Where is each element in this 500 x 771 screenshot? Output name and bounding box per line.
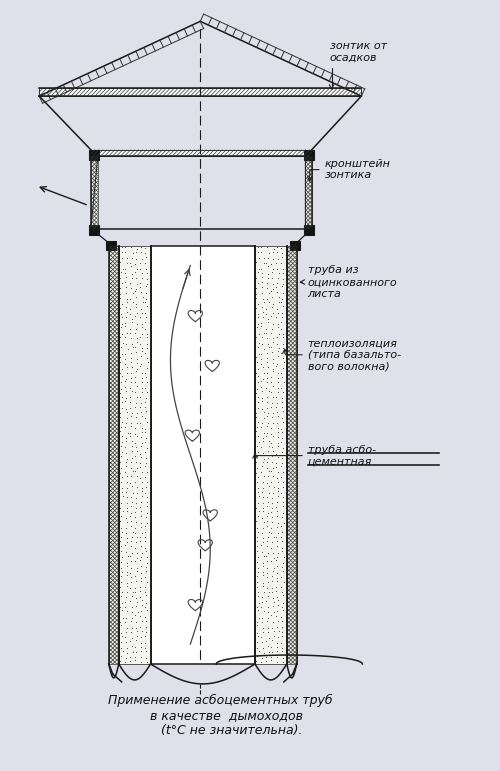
Bar — [109, 245, 118, 664]
Text: кронштейн
зонтика: кронштейн зонтика — [308, 159, 390, 181]
Bar — [106, 241, 116, 251]
Text: зонтик от
осадков: зонтик от осадков — [330, 41, 386, 89]
Bar — [150, 245, 255, 664]
Bar — [89, 150, 99, 160]
Bar — [287, 245, 296, 664]
Bar — [304, 150, 314, 160]
Text: Применение асбоцементных труб
   в качестве  дымоходов
      (t°С не значительна: Применение асбоцементных труб в качестве… — [108, 694, 332, 737]
Bar — [39, 88, 362, 96]
Bar — [118, 245, 150, 664]
Bar — [304, 224, 314, 234]
Bar — [89, 224, 99, 234]
Text: теплоизоляция
(типа базальто-
вого волокна): теплоизоляция (типа базальто- вого волок… — [282, 338, 401, 372]
Text: труба из
оцинкованного
листа: труба из оцинкованного листа — [300, 265, 398, 298]
Bar — [290, 241, 300, 251]
Text: труба асбо-
цементная: труба асбо- цементная — [253, 445, 376, 466]
Bar — [255, 245, 287, 664]
Bar — [304, 156, 312, 228]
Bar — [91, 156, 98, 228]
Bar — [91, 150, 312, 156]
